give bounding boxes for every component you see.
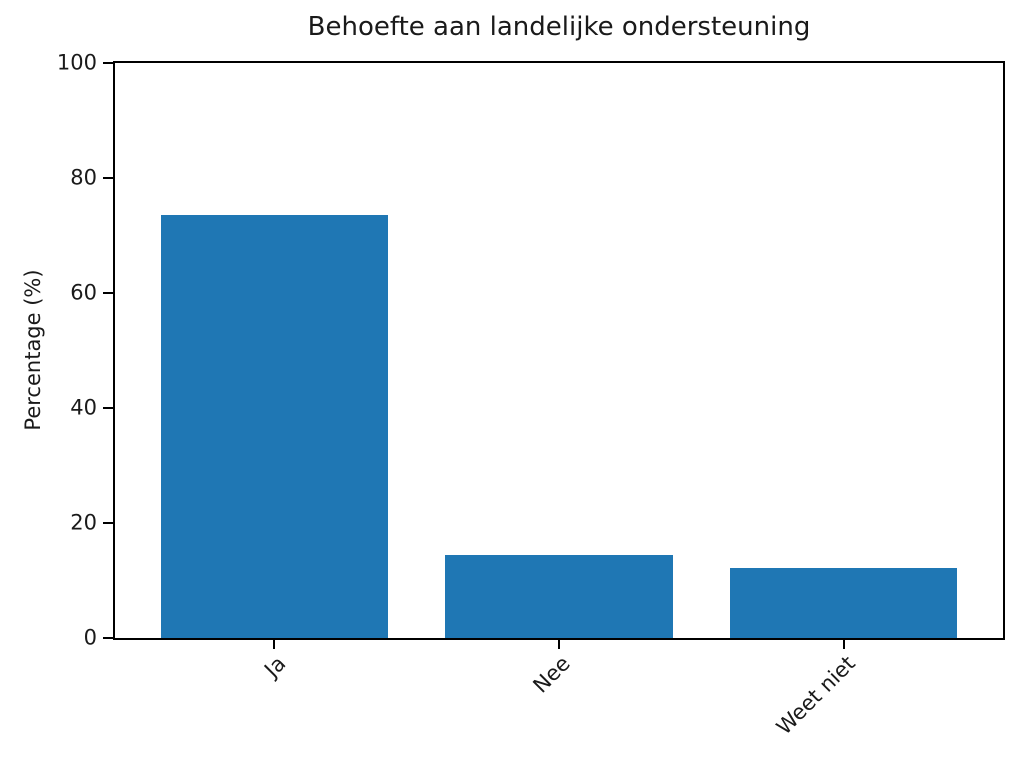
bar-weet-niet xyxy=(729,568,958,638)
x-tick-mark xyxy=(273,640,276,649)
y-tick-label: 0 xyxy=(83,625,97,650)
y-tick-label: 60 xyxy=(70,280,97,305)
y-tick-mark xyxy=(103,292,113,294)
bar-nee xyxy=(445,554,673,638)
y-tick-label: 80 xyxy=(70,165,97,190)
x-tick-label-ja: Ja xyxy=(260,651,291,682)
y-tick-mark xyxy=(103,177,113,179)
plot-area: 0 20 40 60 80 100 Ja Nee Weet niet xyxy=(57,51,1005,739)
chart-title: Behoefte aan landelijke ondersteuning xyxy=(307,12,811,42)
x-tick-mark xyxy=(558,640,560,649)
y-tick-mark xyxy=(103,522,113,524)
y-tick-mark xyxy=(103,637,113,639)
y-tick-mark xyxy=(103,407,113,409)
y-tick-label: 100 xyxy=(56,50,97,75)
y-axis-label: Percentage (%) xyxy=(21,269,45,431)
bar-ja xyxy=(160,215,389,638)
y-tick-label: 20 xyxy=(70,510,97,535)
y-tick-label: 40 xyxy=(70,395,97,420)
y-tick-mark xyxy=(103,62,113,64)
x-tick-label-weet-niet: Weet niet xyxy=(771,651,860,740)
x-tick-mark xyxy=(842,640,845,649)
x-tick-label-nee: Nee xyxy=(528,651,576,698)
